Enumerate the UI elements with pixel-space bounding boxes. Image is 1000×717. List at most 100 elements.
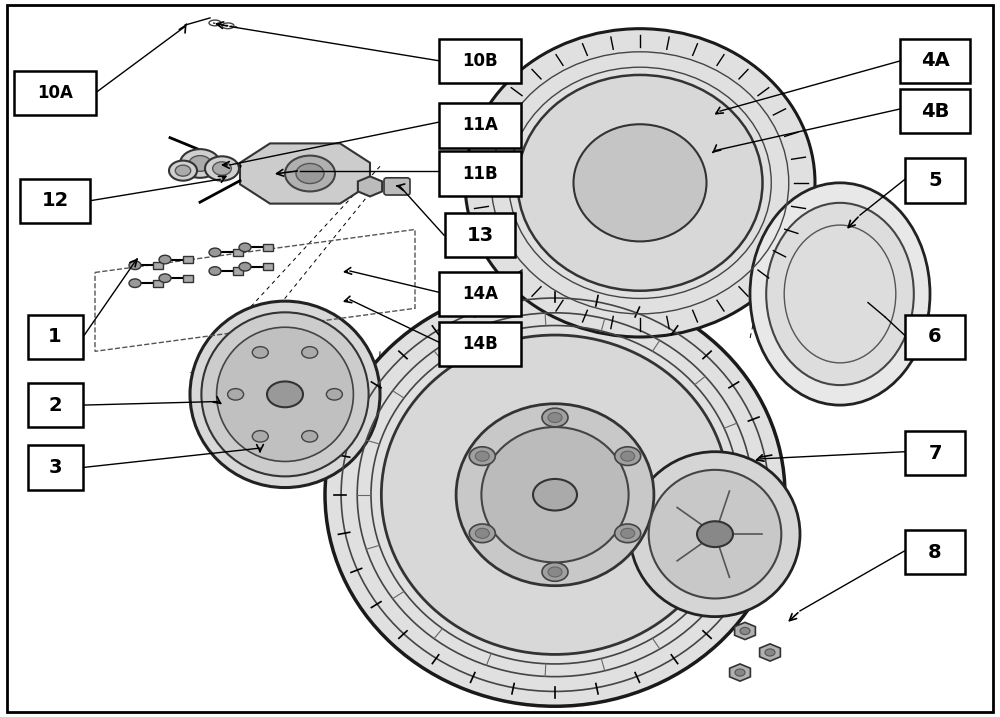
Circle shape [159,255,171,264]
Text: 7: 7 [928,444,942,462]
Text: 4B: 4B [921,102,949,120]
Circle shape [542,408,568,427]
Circle shape [765,649,775,656]
Circle shape [175,165,191,176]
Polygon shape [240,143,370,204]
FancyBboxPatch shape [233,249,243,256]
FancyBboxPatch shape [263,263,273,270]
Text: 2: 2 [48,396,62,414]
Circle shape [326,389,342,400]
Ellipse shape [518,75,763,291]
Circle shape [302,346,318,358]
Ellipse shape [325,283,785,706]
Circle shape [129,279,141,288]
Polygon shape [735,622,755,640]
Text: 12: 12 [41,191,69,210]
Circle shape [615,447,641,465]
Circle shape [267,381,303,407]
FancyBboxPatch shape [28,383,82,427]
Ellipse shape [381,335,729,655]
Circle shape [239,262,251,271]
FancyBboxPatch shape [233,267,243,275]
Circle shape [159,274,171,282]
Circle shape [228,389,244,400]
Ellipse shape [465,29,815,337]
Circle shape [285,156,335,191]
Text: 5: 5 [928,171,942,190]
FancyBboxPatch shape [439,272,521,316]
Polygon shape [358,176,382,196]
Text: 10A: 10A [37,84,73,103]
Text: 8: 8 [928,543,942,561]
Circle shape [239,243,251,252]
FancyBboxPatch shape [28,445,82,490]
Polygon shape [760,644,780,661]
Circle shape [180,149,220,178]
Circle shape [548,412,562,422]
FancyBboxPatch shape [20,179,90,223]
FancyBboxPatch shape [183,275,193,282]
FancyBboxPatch shape [439,39,521,83]
Circle shape [252,431,268,442]
Text: 14A: 14A [462,285,498,303]
Ellipse shape [766,203,914,385]
Text: 11B: 11B [462,164,498,183]
FancyBboxPatch shape [14,71,96,115]
FancyBboxPatch shape [153,262,163,269]
Circle shape [189,156,211,171]
Text: 6: 6 [928,328,942,346]
Text: 4A: 4A [921,52,949,70]
Ellipse shape [201,313,369,476]
Ellipse shape [481,427,629,562]
Text: 14B: 14B [462,335,498,353]
Ellipse shape [574,124,706,242]
FancyBboxPatch shape [900,89,970,133]
FancyBboxPatch shape [183,256,193,263]
Text: 3: 3 [48,458,62,477]
Circle shape [296,163,324,184]
FancyBboxPatch shape [384,178,410,195]
FancyBboxPatch shape [439,322,521,366]
Circle shape [548,567,562,577]
Circle shape [252,346,268,358]
Circle shape [169,161,197,181]
FancyBboxPatch shape [445,213,515,257]
Ellipse shape [190,301,380,488]
FancyBboxPatch shape [439,103,521,148]
Circle shape [469,524,495,543]
FancyBboxPatch shape [263,244,273,251]
Circle shape [129,261,141,270]
Circle shape [740,627,750,635]
Ellipse shape [456,404,654,586]
Circle shape [615,524,641,543]
FancyBboxPatch shape [439,151,521,196]
Polygon shape [730,664,750,681]
FancyBboxPatch shape [900,39,970,83]
FancyBboxPatch shape [905,530,965,574]
Circle shape [205,156,239,181]
Circle shape [542,563,568,581]
Circle shape [621,528,635,538]
Circle shape [213,162,231,175]
Circle shape [621,451,635,461]
Circle shape [533,479,577,511]
Circle shape [209,248,221,257]
Circle shape [209,267,221,275]
Circle shape [735,669,745,676]
Text: 13: 13 [466,226,494,244]
FancyBboxPatch shape [905,158,965,203]
Circle shape [469,447,495,465]
FancyBboxPatch shape [905,431,965,475]
Text: 11A: 11A [462,116,498,135]
Text: 10B: 10B [462,52,498,70]
Ellipse shape [630,452,800,617]
Circle shape [302,431,318,442]
FancyBboxPatch shape [28,315,82,359]
Text: 1: 1 [48,328,62,346]
Ellipse shape [649,470,781,599]
Circle shape [697,521,733,547]
Ellipse shape [750,183,930,405]
Ellipse shape [217,327,353,462]
Circle shape [475,451,489,461]
FancyBboxPatch shape [905,315,965,359]
